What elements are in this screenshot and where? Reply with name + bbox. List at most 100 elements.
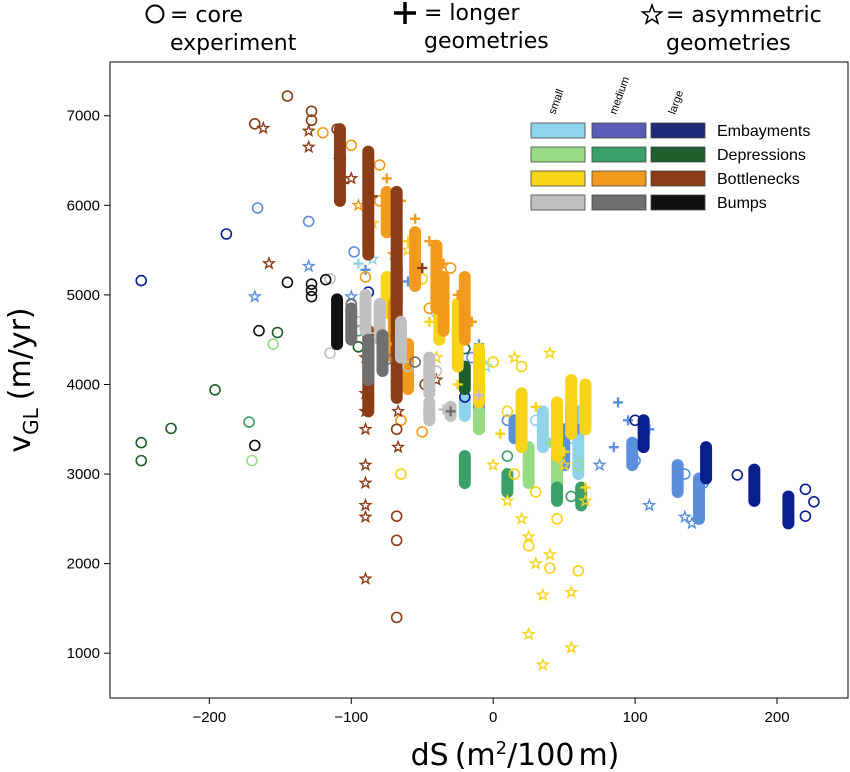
- legend-swatch-depressions: [530, 146, 586, 163]
- star-bottlenecks-large: [391, 403, 406, 418]
- circle-bumps-small: [324, 272, 336, 285]
- plus-bumps-small: [474, 390, 484, 401]
- longer-key-line2: geometries: [424, 29, 549, 54]
- star-bottlenecks-small: [528, 556, 543, 570]
- star-bottlenecks-large: [358, 385, 373, 400]
- star-bottlenecks-large: [391, 439, 406, 454]
- circle-bottlenecks-small: [522, 539, 535, 552]
- plus-bottlenecks-medium: [452, 289, 463, 300]
- circle-embayments-large: [629, 414, 641, 427]
- circle-bottlenecks-large: [331, 123, 343, 135]
- star-bottlenecks-small: [521, 529, 536, 543]
- circle-depressions-large: [135, 436, 148, 449]
- star-bottlenecks-large: [332, 152, 348, 167]
- legend-swatch-embayments: [650, 122, 706, 139]
- circle-bumps-medium: [345, 298, 358, 310]
- circle-bottlenecks-small: [508, 468, 521, 480]
- circle-bottlenecks-large: [390, 510, 403, 522]
- legend-swatch-depressions: [591, 146, 647, 163]
- circle-depressions-medium: [243, 416, 255, 428]
- star-bottlenecks-small: [521, 626, 536, 641]
- legend-swatch-embayments: [591, 122, 647, 139]
- plus-embayments-medium: [613, 397, 624, 408]
- circle-depressions-small: [572, 459, 585, 471]
- circle-embayments-medium: [501, 414, 514, 427]
- plus-bottlenecks-medium: [466, 316, 477, 327]
- circle-bottlenecks-medium: [416, 426, 429, 438]
- circle-bottlenecks-medium: [373, 159, 386, 171]
- longer-key-line1: = longer: [424, 1, 520, 26]
- y-tick-label: 5000: [67, 287, 100, 304]
- circle-bumps-large: [281, 276, 294, 289]
- plus-bottlenecks-medium: [424, 236, 435, 247]
- star-embayments-medium: [301, 258, 316, 273]
- star-bottlenecks-large: [358, 497, 373, 512]
- circle-embayments-large: [135, 274, 148, 287]
- plus-bottlenecks-medium: [410, 213, 421, 224]
- circle-bottlenecks-large: [305, 105, 318, 118]
- x-tick-label: 200: [765, 709, 790, 726]
- circle-bumps-medium: [380, 353, 393, 366]
- asymmetric-marker-icon: [640, 2, 664, 25]
- x-tick-label: 100: [623, 709, 648, 726]
- plus-embayments-medium: [608, 442, 619, 453]
- circle-bottlenecks-large: [281, 90, 294, 102]
- circle-bottlenecks-large: [305, 114, 318, 127]
- star-bottlenecks-large: [301, 123, 316, 137]
- circle-bottlenecks-small: [551, 513, 563, 525]
- circle-bottlenecks-large: [390, 534, 403, 547]
- star-bottlenecks-small: [535, 657, 550, 671]
- circle-embayments-medium: [629, 454, 641, 467]
- circle-depressions-medium: [565, 490, 578, 503]
- circle-bottlenecks-small: [487, 356, 499, 368]
- star-embayments-medium: [684, 515, 700, 530]
- star-embayments-medium: [677, 509, 692, 524]
- plus-bottlenecks-large: [367, 191, 378, 202]
- circle-depressions-large: [271, 326, 284, 339]
- plus-embayments-medium: [360, 264, 371, 275]
- circle-embayments-medium: [678, 468, 691, 480]
- legend-swatch-bottlenecks: [650, 170, 706, 187]
- star-embayments-medium: [247, 289, 262, 303]
- circle-bottlenecks-medium: [423, 302, 436, 315]
- legend-swatch-bumps: [591, 194, 647, 211]
- circle-depressions-large: [135, 454, 148, 467]
- core-key-line2: experiment: [170, 31, 297, 56]
- circle-bottlenecks-small: [572, 564, 585, 577]
- star-bottlenecks-small: [514, 511, 529, 525]
- x-tick-label: −200: [192, 709, 226, 726]
- legend-label-depressions: Depressions: [717, 147, 806, 164]
- y-tick-label: 4000: [67, 376, 100, 393]
- y-tick-label: 2000: [67, 556, 100, 573]
- circle-bottlenecks-medium: [359, 271, 372, 283]
- circle-bottlenecks-medium: [409, 226, 421, 238]
- axes: −200 −100 0 100 200 1000 2000 3000 4000 5000 6000 7…: [67, 108, 790, 726]
- circle-depressions-medium: [501, 450, 514, 462]
- marker-key: = core experiment = longer geometries = …: [145, 1, 822, 56]
- asymmetric-key-line2: geometries: [666, 31, 791, 56]
- star-bottlenecks-small: [578, 493, 593, 508]
- circle-depressions-large: [165, 422, 177, 435]
- circle-bottlenecks-medium: [317, 126, 329, 139]
- legend-label-bumps: Bumps: [717, 195, 767, 212]
- star-bottlenecks-small: [556, 457, 572, 472]
- plus-bottlenecks-small: [452, 379, 463, 390]
- circle-bumps-large: [305, 278, 318, 290]
- star-bottlenecks-large: [256, 120, 271, 135]
- plus-bottlenecks-small: [580, 482, 591, 493]
- y-tick-label: 3000: [67, 466, 100, 483]
- star-bottlenecks-large: [358, 457, 373, 472]
- circle-bottlenecks-small: [529, 486, 542, 498]
- circle-depressions-small: [246, 454, 258, 467]
- plus-bottlenecks-large: [391, 218, 402, 229]
- legend-swatch-depressions: [650, 146, 706, 163]
- x-tick-label: 0: [489, 709, 497, 726]
- circle-bottlenecks-large: [362, 147, 375, 160]
- circle-embayments-medium: [348, 246, 360, 258]
- legend-swatch-bottlenecks: [591, 170, 647, 187]
- star-bottlenecks-large: [358, 403, 373, 418]
- plus-bottlenecks-small: [424, 316, 435, 327]
- plus-bottlenecks-medium: [381, 173, 392, 184]
- circle-bumps-large: [305, 290, 318, 303]
- x-tick-label: −100: [334, 709, 368, 726]
